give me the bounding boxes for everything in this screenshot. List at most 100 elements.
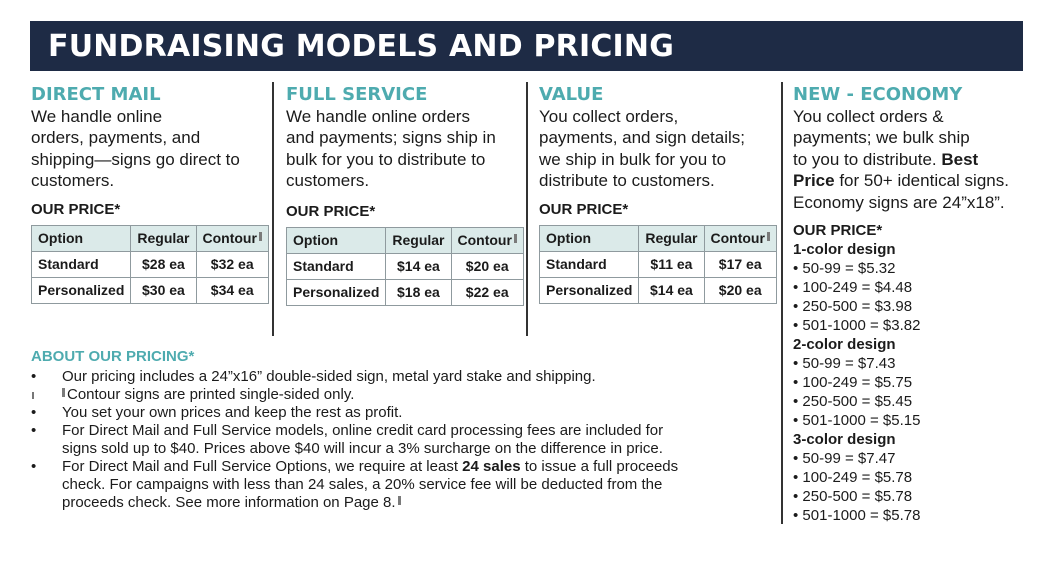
price-tier: • 250-500 = $5.45 [793,393,913,411]
section-title: ABOUT OUR PRICING* [31,348,195,365]
description-line: Price for 50+ identical signs. [793,171,1009,191]
description-line: to you to distribute. Best [793,149,979,169]
regular-price-cell: $11 ea [638,250,705,278]
column-divider [272,82,274,336]
option-cell: Personalized [285,278,387,306]
price-tier: • 50-99 = $7.47 [793,450,896,468]
bullet-icon: • [31,404,37,421]
full-service-column: FULL SERVICE We handle online orders and… [285,84,524,306]
footnote-mark-icon [766,232,770,242]
our-price-label: OUR PRICE* [539,200,629,218]
price-tier: • 501-1000 = $5.78 [793,507,921,525]
description-line: bulk for you to distribute to [286,149,486,169]
pricing-group: 1-color design • 50-99 = $5.32 • 100-249… [793,240,1033,335]
table-header-row: Option Regular Contour [30,224,269,252]
column-title: FULL SERVICE [286,84,428,105]
description-line: payments, and sign details; [539,128,746,148]
footnote-mark-icon [32,392,34,399]
option-cell: Personalized [538,276,640,304]
price-tier: • 50-99 = $7.43 [793,355,896,373]
price-tier: • 100-249 = $5.78 [793,469,913,487]
regular-price-cell: $14 ea [385,252,452,280]
price-tier: • 250-500 = $5.78 [793,488,913,506]
list-item: • Our pricing includes a 24”x16” double-… [31,368,596,385]
contour-price-cell: $17 ea [703,250,777,278]
description-line: We handle online [31,107,163,126]
economy-column: NEW - ECONOMY You collect orders & payme… [793,84,1033,525]
footnote-mark-icon [258,232,262,242]
description-line: customers. [31,171,115,191]
option-cell: Standard [30,250,132,278]
group-title: 2-color design [793,336,896,354]
column-divider [781,82,783,524]
regular-price-cell: $28 ea [130,250,197,278]
price-tier: • 250-500 = $3.98 [793,298,913,316]
our-price-label: OUR PRICE* [286,202,376,220]
regular-header: Regular [130,224,197,252]
best-price-emphasis: Best [941,149,979,169]
table-row: Personalized $30 ea $34 ea [30,276,269,304]
regular-price-cell: $14 ea [638,276,705,304]
contour-price-cell: $32 ea [195,250,269,278]
description-line: orders, payments, and [31,128,201,148]
option-cell: Standard [285,252,387,280]
price-tier: • 501-1000 = $5.15 [793,412,921,430]
list-item: Contour signs are printed single-sided o… [31,386,761,404]
bullet-icon: • [31,368,37,385]
sales-requirement-emphasis: 24 sales [462,458,521,475]
pricing-group: 2-color design • 50-99 = $7.43 • 100-249… [793,335,1033,430]
column-description: We handle online orders and payments; si… [286,106,520,192]
price-table: Option Regular Contour Standard $28 ea $… [30,224,269,304]
table-row: Personalized $18 ea $22 ea [285,278,524,306]
contour-header: Contour [450,226,524,254]
regular-header: Regular [638,224,705,252]
option-header: Option [538,224,640,252]
option-cell: Standard [538,250,640,278]
price-tier: • 501-1000 = $3.82 [793,317,921,335]
table-header-row: Option Regular Contour [285,226,524,254]
option-header: Option [30,224,132,252]
option-header: Option [285,226,387,254]
page-title: FUNDRAISING MODELS AND PRICING [48,29,675,64]
regular-price-cell: $30 ea [130,276,197,304]
table-row: Standard $11 ea $17 ea [538,250,777,278]
contour-price-cell: $22 ea [450,278,524,306]
table-row: Standard $14 ea $20 ea [285,252,524,280]
list-item: • You set your own prices and keep the r… [31,404,403,421]
regular-price-cell: $18 ea [385,278,452,306]
column-description: You collect orders, payments, and sign d… [539,106,773,192]
column-title: DIRECT MAIL [31,84,161,105]
description-line: shipping—signs go direct to [31,149,240,169]
column-description: We handle online orders, payments, and s… [31,106,265,192]
list-item: • For Direct Mail and Full Service model… [31,422,664,457]
contour-header: Contour [195,224,269,252]
group-title: 1-color design [793,241,896,259]
column-description: You collect orders & payments; we bulk s… [793,106,1033,213]
bullet-icon: • [31,422,37,439]
price-table: Option Regular Contour Standard $14 ea $… [285,226,524,306]
our-price-label: OUR PRICE* [31,200,121,218]
value-column: VALUE You collect orders, payments, and … [538,84,777,304]
contour-price-cell: $20 ea [703,276,777,304]
description-line: payments; we bulk ship [793,128,970,148]
list-item: • For Direct Mail and Full Service Optio… [31,458,679,511]
table-row: Standard $28 ea $32 ea [30,250,269,278]
page-banner: FUNDRAISING MODELS AND PRICING [30,21,1023,71]
column-divider [526,82,528,336]
description-line: we ship in bulk for you to [539,149,727,169]
description-line: and payments; signs ship in [286,128,496,148]
price-tier: • 100-249 = $5.75 [793,374,913,392]
column-title: VALUE [539,84,604,105]
pricing-group: 3-color design • 50-99 = $7.47 • 100-249… [793,430,1033,525]
best-price-emphasis: Price [793,171,835,191]
description-line: You collect orders & [793,107,944,126]
about-list: • Our pricing includes a 24”x16” double-… [31,368,761,512]
price-table: Option Regular Contour Standard $11 ea $… [538,224,777,304]
group-title: 3-color design [793,431,896,449]
description-line: We handle online orders [286,107,470,126]
contour-price-cell: $34 ea [195,276,269,304]
table-header-row: Option Regular Contour [538,224,777,252]
price-tier: • 100-249 = $4.48 [793,279,913,297]
description-line: Economy signs are 24”x18”. [793,192,1005,212]
column-title: NEW - ECONOMY [793,84,963,105]
